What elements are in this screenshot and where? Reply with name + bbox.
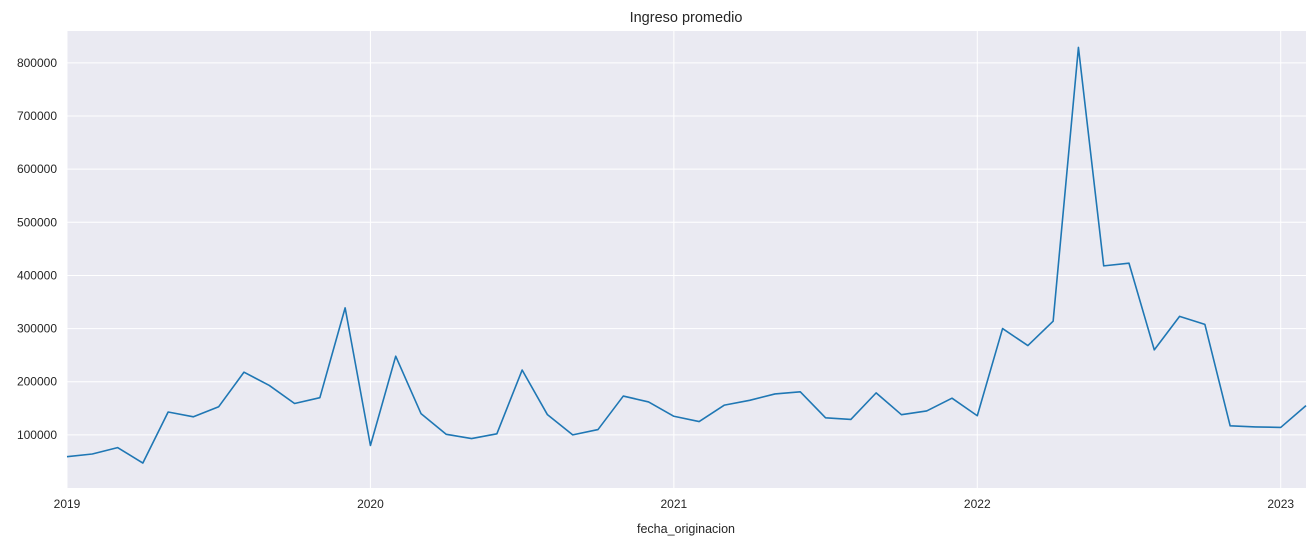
- y-tick-label: 200000: [17, 375, 57, 389]
- y-tick-label: 300000: [17, 322, 57, 336]
- grid-lines: [66, 31, 1306, 488]
- x-axis-ticks: 2019 2020 2021 2022 2023: [54, 497, 1295, 511]
- chart-title: Ingreso promedio: [630, 10, 743, 26]
- y-tick-label: 500000: [17, 215, 57, 229]
- x-axis-label: fecha_originacion: [637, 522, 735, 536]
- x-tick-label: 2021: [661, 497, 688, 511]
- series-line: [66, 46, 1307, 464]
- y-tick-label: 400000: [17, 268, 57, 282]
- x-tick-label: 2022: [964, 497, 991, 511]
- y-tick-label: 100000: [17, 428, 57, 442]
- x-tick-label: 2023: [1267, 497, 1294, 511]
- plot-background: [67, 31, 1306, 488]
- y-axis-ticks: 100000 200000 300000 400000 500000 600000 7000…: [17, 56, 57, 442]
- y-tick-label: 800000: [17, 56, 57, 70]
- x-tick-label: 2019: [54, 497, 81, 511]
- y-tick-label: 700000: [17, 109, 57, 123]
- x-tick-label: 2020: [357, 497, 384, 511]
- y-tick-label: 600000: [17, 162, 57, 176]
